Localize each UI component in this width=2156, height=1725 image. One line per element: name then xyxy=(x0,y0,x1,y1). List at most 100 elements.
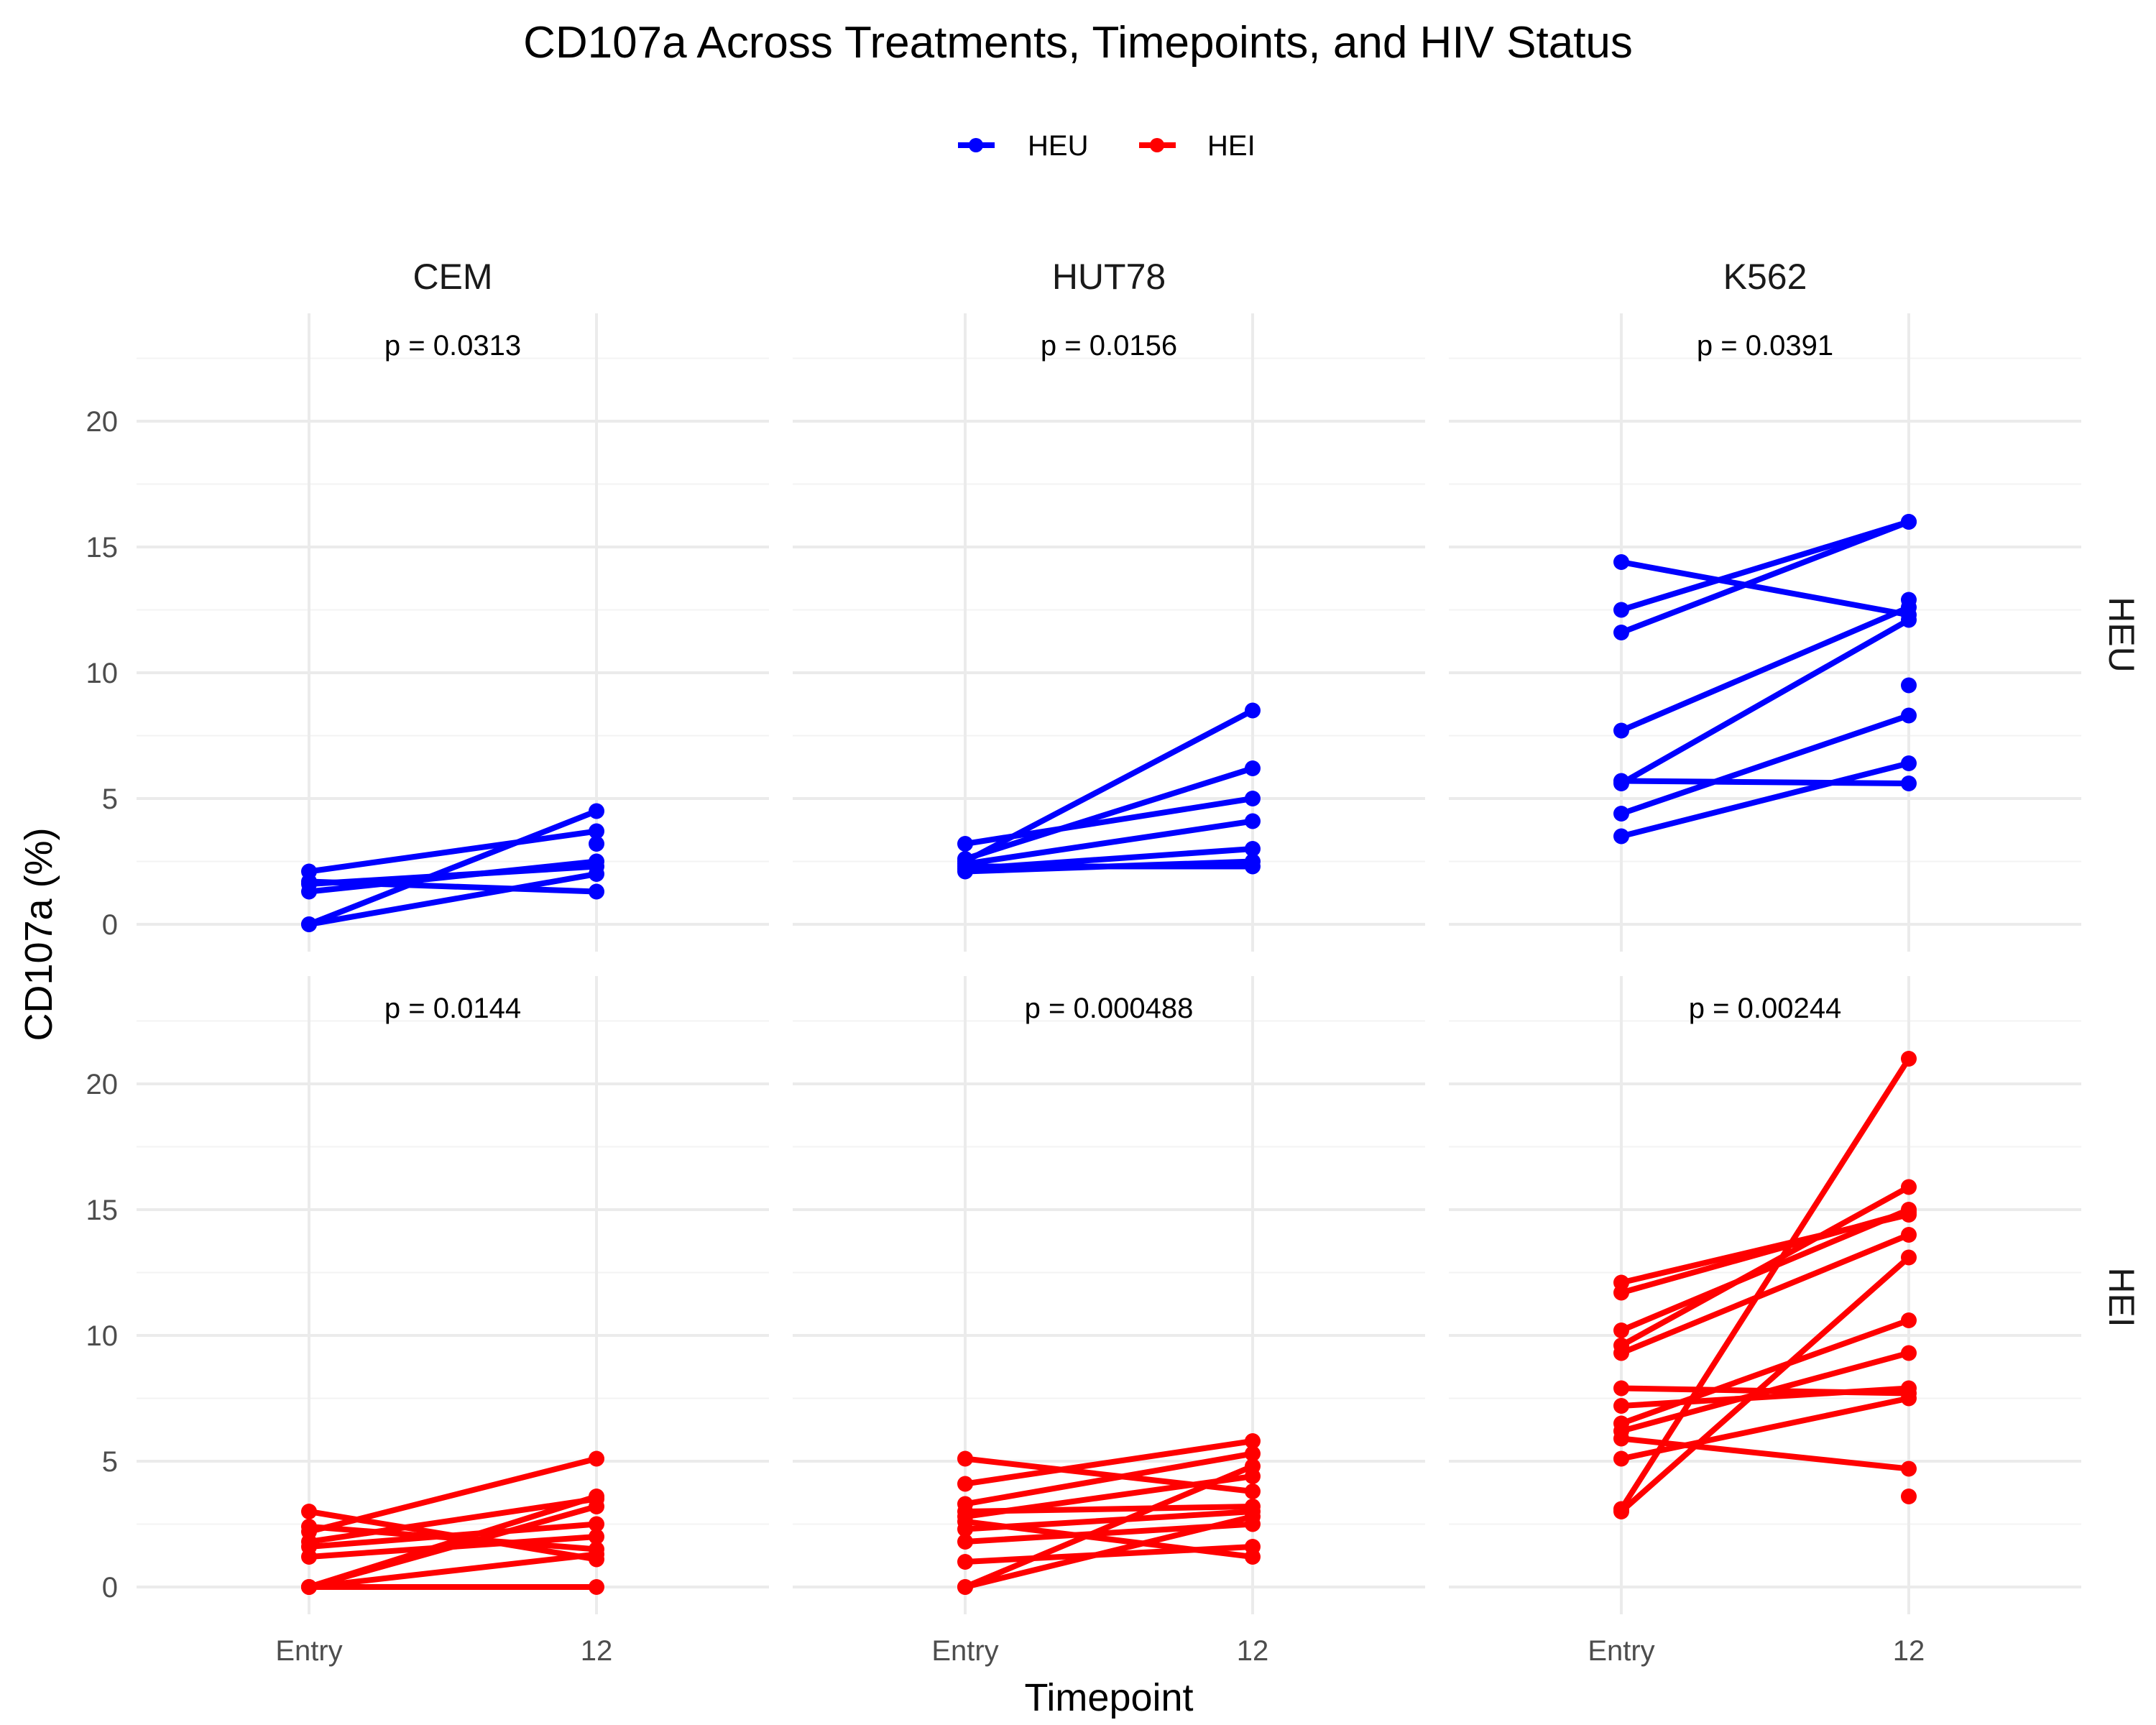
series-line-cem-heu xyxy=(306,808,599,927)
p-value-k562-heu: p = 0.0391 xyxy=(1697,330,1833,362)
series-line-hut78-hei xyxy=(962,1455,1256,1494)
data-point-k562-heu xyxy=(1901,707,1917,724)
data-point-hut78-heu xyxy=(1245,813,1261,829)
series-line-k562-heu xyxy=(1618,712,1912,816)
p-value-hut78-heu: p = 0.0156 xyxy=(1041,330,1177,362)
series-line-k562-hei xyxy=(1618,1254,1912,1514)
data-point-cem-hei xyxy=(589,1529,604,1545)
data-point-cem-hei xyxy=(589,1450,604,1467)
data-point-cem-hei xyxy=(301,1549,317,1565)
series-line-hut78-heu xyxy=(962,796,1256,847)
data-point-k562-hei xyxy=(1613,1450,1629,1467)
x-tick-label: Entry xyxy=(931,1635,998,1667)
series-line-hut78-hei xyxy=(962,1514,1256,1590)
data-point-hut78-hei xyxy=(1245,1484,1261,1499)
series-line-k562-hei xyxy=(1618,1184,1912,1348)
y-tick-label: 15 xyxy=(86,532,119,564)
data-point-k562-heu xyxy=(1901,776,1917,791)
series-line-k562-heu xyxy=(1618,760,1912,840)
series-line-cem-hei xyxy=(306,1509,599,1563)
data-point-hut78-heu xyxy=(957,836,973,852)
data-point-k562-hei xyxy=(1901,1227,1917,1243)
x-tick-label: Entry xyxy=(275,1635,342,1667)
data-point-k562-heu xyxy=(1613,806,1629,822)
series-line-k562-hei xyxy=(1618,1385,1912,1409)
data-point-k562-hei xyxy=(1613,1380,1629,1397)
series-line-k562-heu xyxy=(1618,604,1912,734)
data-point-hut78-hei xyxy=(957,1450,973,1467)
data-point-hut78-heu xyxy=(957,858,973,875)
data-point-hut78-hei xyxy=(957,1514,973,1530)
data-point-cem-heu xyxy=(589,883,604,900)
series-line-cem-hei xyxy=(306,1496,599,1545)
data-point-cem-hei xyxy=(301,1504,317,1519)
data-point-hut78-heu xyxy=(1245,841,1261,857)
data-point-k562-heu xyxy=(1901,592,1917,608)
data-point-hut78-hei xyxy=(957,1579,973,1595)
data-point-hut78-hei xyxy=(1245,1549,1261,1565)
series-line-k562-hei xyxy=(1618,1207,1912,1333)
data-point-k562-heu xyxy=(1613,722,1629,739)
data-point-cem-hei xyxy=(589,1579,604,1595)
data-point-hut78-hei xyxy=(1245,1445,1261,1462)
data-point-hut78-hei xyxy=(1245,1468,1261,1484)
data-point-cem-heu xyxy=(589,853,604,870)
legend-label-heu: HEU xyxy=(1028,130,1088,162)
p-value-cem-hei: p = 0.0144 xyxy=(384,993,521,1024)
x-tick-label: 12 xyxy=(1893,1635,1925,1667)
y-tick-label: 0 xyxy=(102,909,118,941)
y-tick-label: 5 xyxy=(102,783,118,815)
y-tick-label: 15 xyxy=(86,1195,119,1226)
legend-label-hei: HEI xyxy=(1207,130,1256,162)
series-line-cem-hei xyxy=(306,1534,599,1560)
y-tick-label: 20 xyxy=(86,406,119,438)
data-point-k562-hei xyxy=(1901,1249,1917,1266)
facet-label-hei: HEI xyxy=(2101,1267,2142,1327)
x-tick-label: Entry xyxy=(1588,1635,1654,1667)
series-line-k562-hei xyxy=(1618,1209,1912,1296)
y-axis-title: CD107a (%) xyxy=(17,827,60,1041)
series-line-k562-hei xyxy=(1618,1435,1912,1472)
data-point-hut78-heu xyxy=(1245,702,1261,719)
series-line-cem-hei xyxy=(306,1551,599,1590)
data-point-k562-heu xyxy=(1613,602,1629,618)
data-point-cem-hei xyxy=(301,1579,317,1595)
data-point-cem-hei xyxy=(301,1519,317,1535)
data-point-cem-hei xyxy=(589,1546,604,1563)
series-line-cem-heu xyxy=(306,858,599,895)
data-point-k562-heu xyxy=(1901,612,1917,628)
legend-key-hei-point xyxy=(1150,138,1164,152)
p-value-hut78-hei: p = 0.000488 xyxy=(1025,993,1194,1024)
data-point-cem-heu xyxy=(301,873,317,890)
data-layer xyxy=(301,514,1917,1595)
data-point-k562-heu xyxy=(1613,773,1629,789)
data-point-k562-hei xyxy=(1613,1430,1629,1447)
series-line-cem-heu xyxy=(306,871,599,927)
legend-key-heu-point xyxy=(969,138,983,152)
p-value-k562-hei: p = 0.00244 xyxy=(1689,993,1841,1024)
data-point-k562-hei xyxy=(1613,1398,1629,1414)
data-point-k562-heu xyxy=(1901,514,1917,530)
series-line-hut78-heu xyxy=(962,818,1256,867)
data-point-hut78-heu xyxy=(1245,760,1261,776)
data-point-k562-hei xyxy=(1901,1051,1917,1067)
series-line-hut78-heu xyxy=(962,765,1256,862)
data-point-k562-heu xyxy=(1901,755,1917,771)
data-point-k562-hei xyxy=(1901,1179,1917,1195)
series-line-k562-heu xyxy=(1618,617,1912,786)
facet-label-hut78: HUT78 xyxy=(1052,257,1166,297)
data-point-hut78-heu xyxy=(1245,791,1261,806)
data-point-k562-hei xyxy=(1613,1345,1629,1361)
data-point-k562-hei xyxy=(1901,1380,1917,1397)
data-point-hut78-heu xyxy=(1245,858,1261,875)
data-point-k562-heu xyxy=(1613,554,1629,570)
series-line-k562-heu xyxy=(1618,778,1912,786)
series-line-hut78-hei xyxy=(962,1504,1256,1514)
series-line-hut78-hei xyxy=(962,1450,1256,1507)
data-point-hut78-hei xyxy=(1245,1433,1261,1449)
data-point-k562-hei xyxy=(1613,1284,1629,1301)
series-line-hut78-hei xyxy=(962,1438,1256,1487)
facet-label-k562: K562 xyxy=(1723,257,1807,297)
series-line-hut78-hei xyxy=(962,1519,1256,1560)
p-value-cem-heu: p = 0.0313 xyxy=(384,330,521,362)
